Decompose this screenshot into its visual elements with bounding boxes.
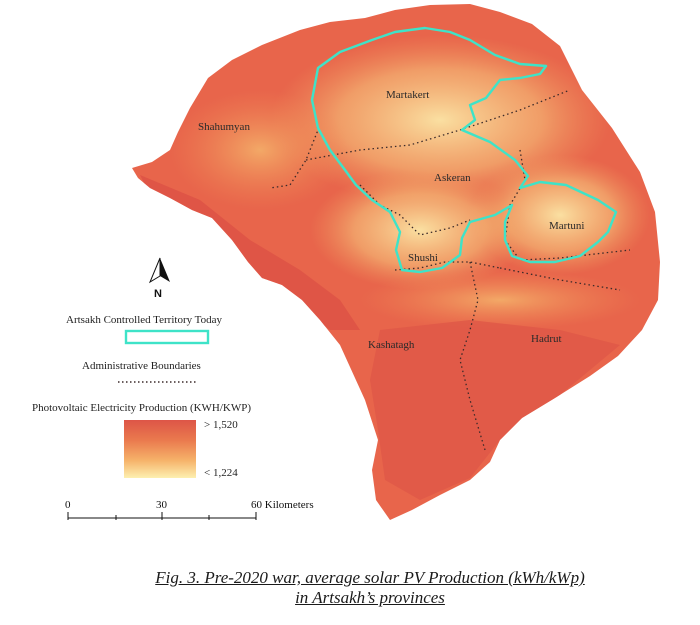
region-label-askeran: Askeran — [434, 172, 471, 184]
territory — [132, 4, 660, 520]
scale-tick-60: 60 Kilometers — [251, 499, 314, 511]
region-label-shushi: Shushi — [408, 252, 438, 264]
scale-tick-30: 30 — [156, 499, 168, 511]
region-label-martakert: Martakert — [386, 89, 429, 101]
scale-bar: 0 30 60 Kilometers — [65, 499, 314, 520]
boundary-shushi-kashatagh — [394, 261, 501, 271]
boundary-shahumyan-martakert — [269, 69, 319, 189]
legend-boundary-label: Administrative Boundaries — [82, 360, 201, 372]
boundary-martakert-askeran — [305, 89, 571, 161]
caption-line-1: Fig. 3. Pre-2020 war, average solar PV P… — [155, 568, 585, 587]
legend-pv-max: > 1,520 — [204, 419, 238, 431]
region-label-shahumyan: Shahumyan — [198, 121, 250, 133]
boundary-askeran-shushi — [359, 184, 471, 236]
region-label-martuni: Martuni — [549, 220, 584, 232]
legend-controlled-swatch — [124, 329, 210, 345]
figure-caption: Fig. 3. Pre-2020 war, average solar PV P… — [100, 568, 640, 608]
legend-controlled-label: Artsakh Controlled Territory Today — [66, 314, 222, 326]
boundary-kashatagh-hadrut — [459, 261, 486, 451]
controlled-territory-outline — [310, 26, 618, 274]
legend-pv-title: Photovoltaic Electricity Production (KWH… — [32, 402, 252, 414]
pv-mid-zone-west — [170, 90, 350, 210]
pv-mid-zone-ridge — [360, 270, 640, 330]
pv-high-zone-south — [370, 320, 620, 500]
region-label-kashatagh: Kashatagh — [368, 339, 415, 351]
legend-pv-min: < 1,224 — [204, 467, 238, 479]
north-arrow-icon: N — [148, 257, 170, 300]
scale-tick-0: 0 — [65, 499, 71, 511]
legend-pv-ramp — [124, 420, 196, 478]
north-arrow-label: N — [154, 288, 162, 300]
region-label-hadrut: Hadrut — [531, 333, 562, 345]
caption-line-2: in Artsakh’s provinces — [295, 588, 445, 607]
region-labels: Shahumyan Martakert Askeran Martuni Shus… — [198, 89, 584, 351]
pv-low-zone-center — [310, 170, 530, 290]
